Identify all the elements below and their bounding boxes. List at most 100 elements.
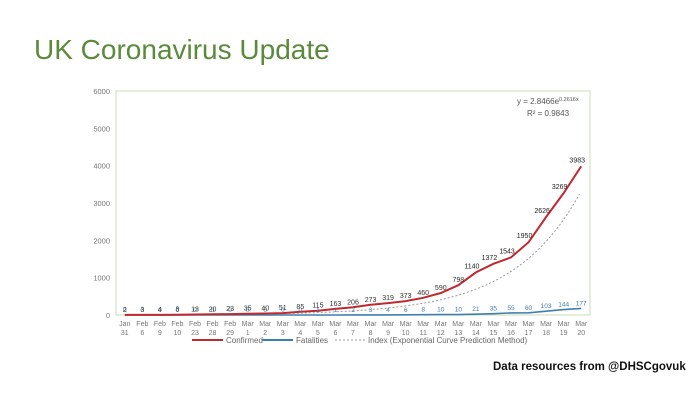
x-tick-label-day: 6 (333, 330, 337, 337)
fatalities-data-label: 0 (263, 307, 267, 314)
fatalities-data-label: 8 (421, 307, 425, 314)
fatalities-data-label: 60 (525, 305, 533, 312)
x-tick-label-day: 6 (140, 330, 144, 337)
fatalities-data-label: 0 (299, 307, 303, 314)
confirmed-data-label: 2626 (534, 208, 550, 215)
confirmed-data-label: 35 (244, 306, 252, 313)
confirmed-data-label: 13 (191, 307, 199, 314)
fatalities-data-label: 10 (437, 307, 445, 314)
fatalities-data-label: 1 (316, 307, 320, 314)
fatalities-data-label: 35 (490, 306, 498, 313)
x-tick-label-month: Mar (382, 321, 395, 328)
x-tick-label-month: Feb (189, 321, 201, 328)
confirmed-data-label: 373 (400, 293, 412, 300)
confirmed-data-label: 273 (365, 297, 377, 304)
y-tick-label: 3000 (93, 199, 110, 208)
x-tick-label-day: 14 (472, 330, 480, 337)
confirmed-data-label: 20 (209, 306, 217, 313)
confirmed-data-label: 115 (312, 303, 323, 310)
x-tick-label-month: Mar (558, 321, 571, 328)
confirmed-data-label: 3269 (552, 184, 568, 191)
x-tick-label-day: 15 (490, 330, 498, 337)
fatalities-data-label: 0 (176, 307, 180, 314)
x-tick-label-day: 29 (226, 330, 234, 337)
x-tick-label-day: 10 (402, 330, 410, 337)
fatalities-data-label: 0 (193, 307, 197, 314)
fatalities-data-label: 2 (351, 307, 355, 314)
x-tick-label-day: 18 (542, 330, 550, 337)
x-tick-label-month: Mar (435, 321, 448, 328)
x-tick-label-month: Mar (277, 321, 290, 328)
x-tick-label-day: 13 (454, 330, 462, 337)
x-tick-label-month: Mar (259, 321, 272, 328)
confirmed-data-label: 40 (261, 306, 269, 313)
x-tick-label-day: 7 (351, 330, 355, 337)
plot-area (115, 90, 591, 316)
x-tick-label-day: 20 (577, 330, 585, 337)
confirmed-data-label: 590 (435, 285, 447, 292)
equation-text: y = 2.8466e0.2616x (517, 97, 579, 106)
x-tick-label-day: 4 (298, 330, 302, 337)
legend: Confirmed Fatalities Index (Exponential … (192, 336, 528, 345)
confirmed-data-label: 51 (279, 305, 287, 312)
fatalities-data-label: 177 (576, 300, 587, 307)
confirmed-data-label: 3 (140, 307, 144, 314)
confirmed-data-label: 319 (382, 295, 394, 302)
confirmed-data-label: 1543 (499, 248, 515, 255)
x-tick-label-month: Mar (487, 321, 500, 328)
fatalities-data-label: 4 (386, 307, 390, 314)
fatalities-data-label: 0 (141, 307, 145, 314)
confirmed-data-label: 85 (296, 304, 304, 311)
x-tick-label-month: Mar (347, 321, 360, 328)
y-tick-label: 1000 (93, 274, 110, 283)
x-tick-label-month: Mar (294, 321, 307, 328)
confirmed-data-label: 4 (158, 307, 162, 314)
fatalities-data-labels: 0 0 0 0 0 0 0 0 0 0 0 1 1 2 3 4 6 8 10 10 21 35 55 60 103 144 177 (123, 300, 587, 314)
x-tick-label-day: 9 (386, 330, 390, 337)
x-tick-label-month: Mar (417, 321, 430, 328)
page-title: UK Coronavirus Update (34, 34, 330, 65)
y-axis: 0 1000 2000 3000 4000 5000 6000 (93, 87, 110, 320)
legend-label-confirmed: Confirmed (226, 336, 263, 345)
x-tick-label-day: 2 (263, 330, 267, 337)
fatalities-data-label: 1 (334, 307, 338, 314)
confirmed-data-label: 163 (330, 301, 342, 308)
y-tick-label: 4000 (93, 162, 110, 171)
x-tick-label-month: Mar (365, 321, 378, 328)
x-tick-label-month: Mar (312, 321, 325, 328)
confirmed-data-label: 1140 (464, 263, 479, 270)
y-tick-label: 2000 (93, 236, 110, 245)
x-tick-label-day: 16 (507, 330, 515, 337)
x-tick-label-month: Mar (452, 321, 465, 328)
x-tick-label-day: 19 (560, 330, 568, 337)
fatalities-data-label: 0 (228, 307, 232, 314)
x-tick-label-month: Mar (575, 321, 588, 328)
r-squared-text: R² = 0.9843 (527, 109, 570, 118)
x-tick-label-day: 23 (191, 330, 199, 337)
x-axis: Jan31Feb6Feb9Feb10Feb23Feb28Feb29Mar1Mar… (119, 321, 588, 337)
x-tick-label-month: Feb (207, 321, 219, 328)
x-tick-label-month: Mar (540, 321, 553, 328)
x-tick-label-month: Mar (329, 321, 342, 328)
x-tick-label-day: 9 (158, 330, 162, 337)
x-tick-label-day: 5 (316, 330, 320, 337)
confirmed-data-label: 460 (417, 290, 429, 297)
legend-label-prediction: Index (Exponential Curve Prediction Meth… (368, 336, 528, 345)
x-tick-label-day: 17 (525, 330, 533, 337)
x-tick-label-month: Mar (242, 321, 255, 328)
trendline-equation: y = 2.8466e0.2616x R² = 0.9843 (517, 97, 579, 118)
confirmed-data-label: 23 (226, 306, 234, 313)
confirmed-data-label: 2 (123, 307, 127, 314)
x-tick-label-month: Mar (470, 321, 483, 328)
fatalities-data-label: 0 (158, 307, 162, 314)
fatalities-data-label: 0 (281, 307, 285, 314)
confirmed-data-label: 8 (175, 307, 179, 314)
fatalities-data-label: 10 (455, 307, 463, 314)
y-tick-label: 5000 (93, 124, 110, 133)
confirmed-data-label: 3983 (569, 157, 585, 164)
confirmed-data-labels: 2 3 4 8 13 20 23 35 40 51 85 115 163 206 273 319 373 4605… (123, 157, 585, 314)
confirmed-line (124, 165, 583, 316)
fatalities-data-label: 6 (404, 307, 408, 314)
x-tick-label-month: Feb (154, 321, 166, 328)
